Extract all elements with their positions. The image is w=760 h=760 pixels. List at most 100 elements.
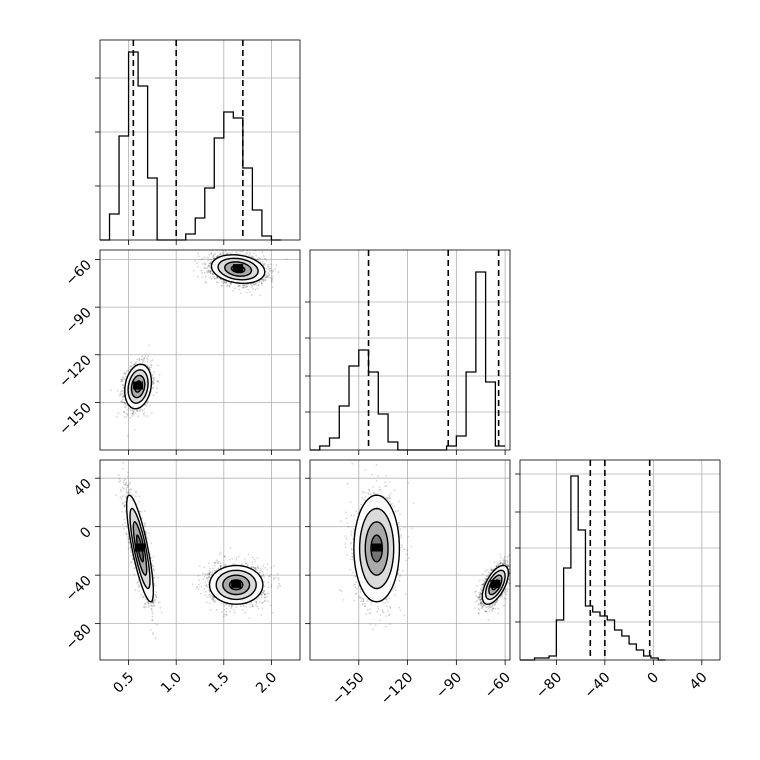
scatter-point [228,285,231,287]
scatter-point [138,360,141,362]
scatter-point [141,358,143,361]
scatter-point [118,478,121,480]
scatter-point [152,378,155,381]
scatter-point [256,258,258,260]
scatter-point [247,288,250,291]
scatter-point [143,356,146,359]
scatter-point [192,269,195,272]
scatter-point [146,364,149,367]
scatter-point [153,577,156,580]
scatter-point [225,252,228,255]
scatter-point [129,481,132,484]
scatter-point [236,251,239,253]
scatter-point [194,260,197,263]
scatter-point [244,286,247,288]
scatter-point [150,366,152,369]
scatter-point [156,381,159,383]
scatter-point [201,257,204,260]
scatter-point [117,474,120,477]
scatter-point [119,488,122,491]
scatter1-peak [133,381,144,390]
scatter-point [130,561,133,563]
scatter-point [152,381,154,383]
scatter-point [213,254,216,256]
scatter-point [152,382,155,385]
scatter-point [155,391,158,394]
scatter-point [118,480,121,483]
scatter-point [127,538,129,541]
scatter-point [265,260,268,262]
scatter-point [138,409,141,411]
scatter-point [131,412,134,415]
scatter-point [269,263,272,266]
scatter-point [143,510,146,512]
scatter-point [150,542,153,545]
scatter-point [238,288,241,291]
scatter-point [153,569,156,572]
scatter-point [267,272,270,274]
scatter-point [134,490,137,492]
scatter-point [122,395,125,397]
scatter-point [125,412,128,415]
scatter-point [271,277,274,280]
scatter-point [250,294,253,296]
scatter-point [252,252,255,255]
scatter-point [119,393,122,395]
scatter-point [148,344,151,347]
scatter-point [143,357,146,360]
scatter-point [262,255,265,257]
scatter-point [116,389,119,392]
scatter-point [138,590,141,593]
scatter-point [146,415,149,418]
scatter-point [143,414,146,417]
scatter-point [123,372,126,375]
scatter-point [264,279,267,281]
scatter-point [125,488,127,491]
scatter-point [137,584,140,587]
scatter-point [138,501,140,503]
scatter-point [201,276,204,279]
scatter-point [135,495,137,498]
scatter-point [122,467,124,470]
scatter-point [125,531,128,534]
scatter-point [121,398,124,401]
scatter-point [115,494,117,496]
scatter-point [120,380,123,382]
scatter-point [256,287,259,290]
scatter-point [125,484,128,487]
scatter-point [224,250,227,253]
scatter-point [125,533,128,536]
scatter-point [129,549,132,552]
scatter-point [239,292,242,295]
hist1-frame [99,39,301,241]
scatter-point [124,402,127,405]
scatter-point [248,291,251,293]
scatter-point [219,253,222,256]
scatter-point [251,286,253,289]
scatter-point [201,272,204,274]
scatter-point [127,407,130,410]
scatter-point [152,380,155,383]
scatter-point [213,275,215,278]
scatter-point [152,394,155,397]
scatter-point [207,259,209,262]
scatter-point [151,359,154,361]
scatter-point [242,286,245,289]
scatter-point [118,394,121,397]
scatter-point [204,266,207,269]
scatter-point [147,355,150,357]
scatter-point [134,362,137,365]
scatter-point [126,434,129,437]
scatter-point [257,256,260,259]
scatter-point [271,275,274,278]
scatter-point [235,251,237,253]
scatter-point [157,364,160,367]
scatter-point [123,372,125,375]
scatter-point [217,281,220,284]
scatter-point [131,415,133,417]
scatter-point [151,565,154,568]
scatter-point [126,493,128,496]
scatter-point [208,258,211,260]
scatter-point [131,412,134,415]
